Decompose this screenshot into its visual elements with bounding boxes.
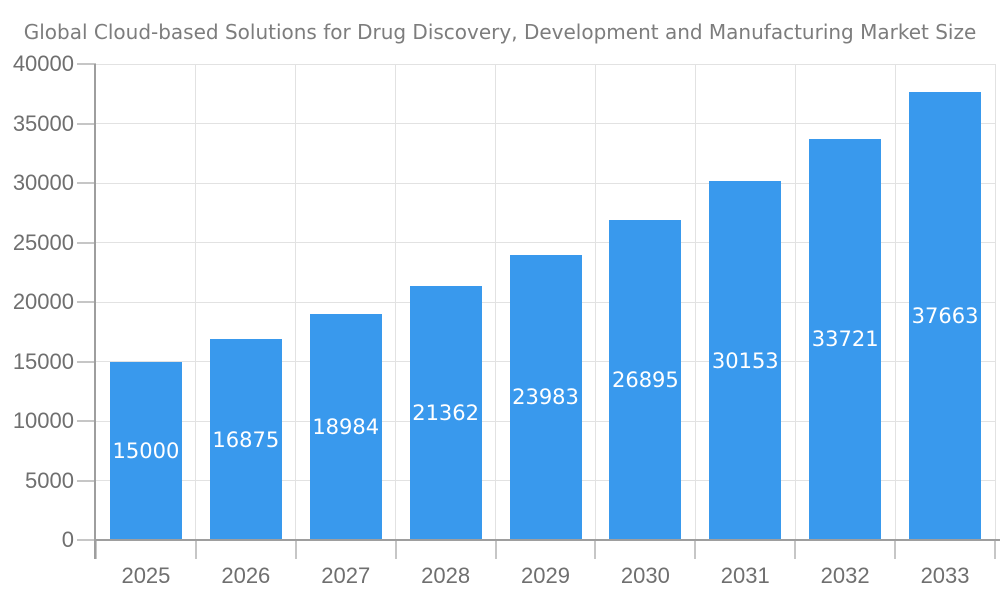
y-axis-tick-label: 15000 — [12, 348, 74, 374]
x-tick-mark — [394, 540, 397, 559]
x-axis-tick-label: 2027 — [321, 563, 371, 588]
bar — [109, 361, 182, 540]
y-gridline — [96, 123, 995, 124]
x-gridline — [794, 64, 796, 540]
y-tick-mark — [77, 182, 96, 184]
x-tick-mark — [95, 540, 97, 559]
y-tick-mark — [77, 241, 96, 244]
y-tick-mark — [77, 360, 96, 363]
x-axis-tick-label: 2033 — [920, 563, 970, 588]
x-tick-mark — [994, 540, 996, 559]
bar — [209, 339, 282, 540]
x-axis-tick-label: 2026 — [221, 563, 271, 588]
bar-value-label: 33721 — [811, 327, 879, 352]
x-tick-mark — [494, 540, 497, 559]
x-axis-tick-label: 2030 — [620, 563, 670, 588]
y-gridline — [96, 242, 995, 243]
bar — [609, 219, 682, 540]
x-gridline — [894, 64, 896, 540]
bar — [509, 254, 582, 540]
x-gridline — [694, 64, 696, 540]
x-axis-tick-label: 2031 — [720, 563, 770, 588]
bar-value-label: 21362 — [412, 400, 480, 425]
y-tick-mark — [77, 479, 96, 482]
y-tick-mark — [77, 539, 96, 541]
bar — [909, 91, 982, 540]
y-axis-line — [94, 64, 96, 559]
y-axis-tick-label: 25000 — [12, 229, 74, 255]
y-gridline — [96, 182, 995, 184]
x-tick-mark — [694, 540, 697, 559]
x-axis-tick-label: 2028 — [421, 563, 471, 588]
bar-value-label: 16875 — [212, 427, 280, 452]
x-gridline — [495, 64, 497, 540]
x-axis-tick-label: 2025 — [121, 563, 171, 588]
bar-value-label: 18984 — [312, 415, 380, 440]
chart-title: Global Cloud-based Solutions for Drug Di… — [23, 20, 977, 44]
y-axis-tick-label: 20000 — [12, 289, 74, 314]
y-axis-tick-label: 30000 — [12, 170, 74, 195]
bar-value-label: 30153 — [711, 348, 779, 373]
bar — [809, 138, 882, 540]
bar-value-label: 26895 — [611, 367, 679, 392]
x-gridline — [994, 64, 996, 540]
x-gridline — [395, 64, 397, 540]
y-axis-tick-label: 35000 — [12, 110, 74, 136]
x-gridline — [594, 64, 596, 540]
bar-value-label: 15000 — [112, 438, 180, 463]
bar-value-label: 37663 — [911, 303, 979, 328]
y-tick-mark — [77, 63, 96, 65]
x-tick-mark — [594, 540, 597, 559]
bar — [409, 285, 482, 540]
y-tick-mark — [77, 301, 96, 303]
x-axis-line — [96, 539, 1000, 541]
x-tick-mark — [894, 540, 897, 559]
x-tick-mark — [294, 540, 297, 559]
y-axis-tick-label: 40000 — [12, 51, 74, 76]
y-tick-mark — [77, 122, 96, 125]
x-gridline — [295, 64, 297, 540]
bar — [709, 181, 782, 540]
y-axis-tick-label: 10000 — [12, 408, 74, 433]
y-axis-tick-label: 5000 — [25, 467, 74, 493]
bar — [309, 314, 382, 540]
bar-value-label: 23983 — [512, 385, 579, 410]
x-gridline — [195, 64, 197, 540]
y-axis-tick-label: 0 — [61, 527, 74, 552]
x-axis-tick-label: 2029 — [521, 563, 570, 588]
y-gridline — [96, 63, 995, 65]
y-tick-mark — [77, 420, 96, 422]
x-axis-tick-label: 2032 — [820, 563, 870, 588]
x-tick-mark — [794, 540, 797, 559]
x-tick-mark — [194, 540, 197, 559]
